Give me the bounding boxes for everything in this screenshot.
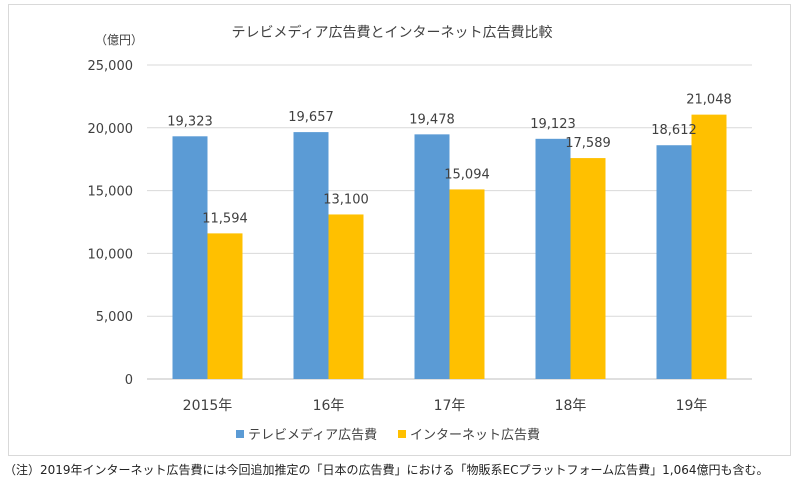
gridlines <box>147 64 752 380</box>
y-tick-label: 10,000 <box>88 247 134 262</box>
bar-tv <box>172 136 208 379</box>
data-label: 19,123 <box>530 117 576 132</box>
data-labels: 19,323 11,594 19,657 13,100 19,478 15,094 19,1… <box>167 93 732 227</box>
bar-tv <box>293 132 329 379</box>
y-axis-ticks: 0 5,000 10,000 15,000 20,000 25,000 <box>88 59 134 388</box>
x-tick-label: 19年 <box>676 398 708 414</box>
bar-internet <box>691 114 727 380</box>
data-label: 13,100 <box>323 192 369 207</box>
bar-tv <box>656 145 692 379</box>
y-tick-label: 20,000 <box>88 122 134 137</box>
data-label: 19,657 <box>288 110 334 125</box>
y-tick-label: 5,000 <box>96 310 133 325</box>
bar-internet <box>570 158 606 379</box>
legend-swatch <box>398 430 406 438</box>
bar-tv <box>414 134 450 379</box>
data-label: 19,478 <box>409 112 455 127</box>
bar-tv <box>535 138 571 379</box>
data-label: 18,612 <box>651 123 697 138</box>
y-tick-label: 15,000 <box>88 185 134 200</box>
x-tick-label: 2015年 <box>183 398 233 414</box>
chart-title: テレビメディア広告費とインターネット広告費比較 <box>231 24 552 41</box>
legend-swatch <box>236 430 244 438</box>
legend-label: インターネット広告費 <box>410 428 540 443</box>
bar-chart: テレビメディア広告費とインターネット広告費比較 （億円） 0 5,000 10,00… <box>88 24 752 443</box>
x-tick-label: 16年 <box>313 398 345 414</box>
data-label: 15,094 <box>444 167 490 182</box>
y-tick-label: 25,000 <box>88 59 134 74</box>
data-label: 11,594 <box>202 211 248 226</box>
bar-internet <box>328 214 364 379</box>
bar-internet <box>449 189 485 379</box>
data-label: 21,048 <box>686 93 732 108</box>
legend-label: テレビメディア広告費 <box>248 427 377 443</box>
data-label: 19,323 <box>167 114 213 129</box>
legend: テレビメディア広告費 インターネット広告費 <box>236 427 540 443</box>
bar-internet <box>207 233 243 379</box>
x-axis-ticks: 2015年 16年 17年 18年 19年 <box>183 398 708 414</box>
data-label: 17,589 <box>565 136 611 151</box>
x-tick-label: 17年 <box>434 398 466 414</box>
y-tick-label: 0 <box>125 373 133 388</box>
bars <box>172 114 727 380</box>
y-axis-unit-label: （億円） <box>95 33 143 47</box>
x-tick-label: 18年 <box>555 398 587 414</box>
footnote: （注）2019年インターネット広告費には今回追加推定の「日本の広告費」における「… <box>4 463 769 477</box>
